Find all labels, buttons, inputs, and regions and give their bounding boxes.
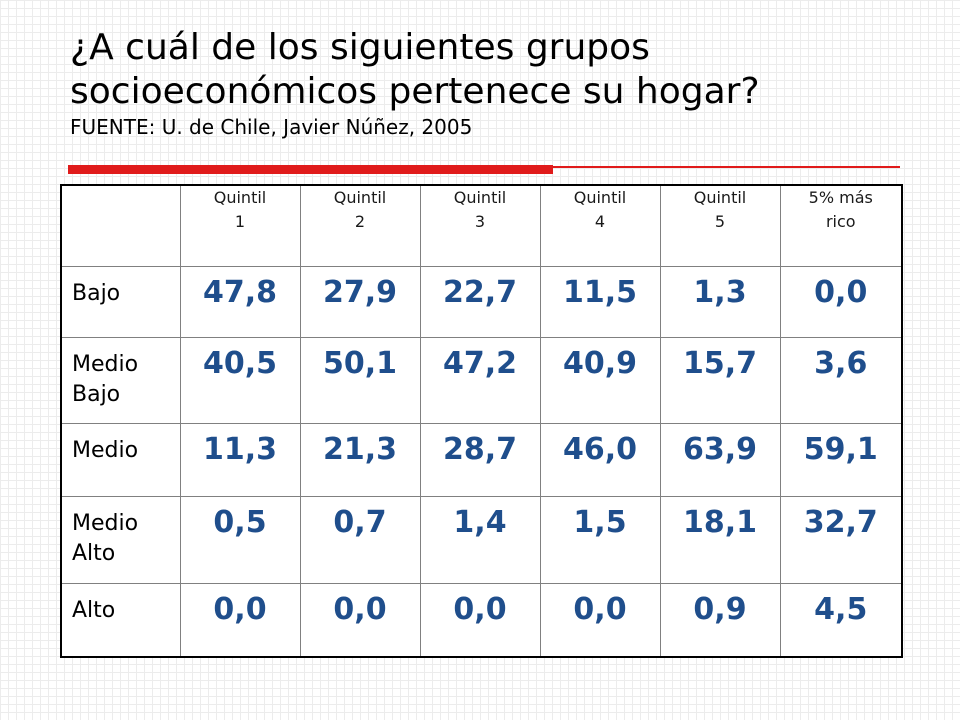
value-cell: 1,3 [659, 265, 781, 338]
column-header: Quintil 5 [659, 184, 781, 267]
value-cell: 4,5 [779, 582, 903, 658]
row-label-line: Medio [72, 437, 139, 463]
value-cell: 0,7 [299, 495, 421, 584]
value-cell: 18,1 [659, 495, 781, 584]
column-header-line: 1 [234, 212, 246, 231]
column-header-line: Quintil [213, 188, 267, 207]
value-cell: 28,7 [419, 422, 541, 497]
row-label-line: Bajo [72, 280, 121, 306]
value-cell: 0,0 [419, 582, 541, 658]
column-header-line: 3 [474, 212, 486, 231]
value-cell: 3,6 [779, 336, 903, 424]
title-accent-bar [68, 165, 553, 174]
row-label-line: Alto [72, 540, 116, 566]
column-header-line: 4 [594, 212, 606, 231]
value-cell: 63,9 [659, 422, 781, 497]
value-cell: 0,0 [539, 582, 661, 658]
value-cell: 22,7 [419, 265, 541, 338]
source-citation: FUENTE: U. de Chile, Javier Núñez, 2005 [70, 115, 473, 139]
value-cell: 0,0 [179, 582, 301, 658]
column-header-line: Quintil [333, 188, 387, 207]
value-cell: 0,5 [179, 495, 301, 584]
value-cell: 32,7 [779, 495, 903, 584]
value-cell: 0,9 [659, 582, 781, 658]
row-label: Bajo [60, 265, 181, 338]
column-header: Quintil 3 [419, 184, 541, 267]
column-header-line: 5 [714, 212, 726, 231]
value-cell: 59,1 [779, 422, 903, 497]
socioeconomic-table: Quintil 1 Quintil 2 Quintil 3 Quintil 4 … [60, 184, 903, 658]
column-header: 5% más rico [779, 184, 903, 267]
row-label-line: Alto [72, 597, 116, 623]
slide-title-line-2: socioeconómicos pertenece su hogar? [70, 71, 760, 112]
value-cell: 1,4 [419, 495, 541, 584]
value-cell: 0,0 [779, 265, 903, 338]
value-cell: 11,3 [179, 422, 301, 497]
column-header-line: 5% más [808, 188, 873, 207]
table-row: Medio Alto 0,5 0,7 1,4 1,5 18,1 32,7 [60, 495, 903, 584]
value-cell: 27,9 [299, 265, 421, 338]
column-header: Quintil 2 [299, 184, 421, 267]
column-header: Quintil 1 [179, 184, 301, 267]
table-corner-cell [60, 184, 181, 267]
row-label: Alto [60, 582, 181, 658]
value-cell: 11,5 [539, 265, 661, 338]
column-header-line: rico [825, 212, 856, 231]
column-header: Quintil 4 [539, 184, 661, 267]
column-header-line: Quintil [453, 188, 507, 207]
table-header-row: Quintil 1 Quintil 2 Quintil 3 Quintil 4 … [60, 184, 903, 267]
value-cell: 40,9 [539, 336, 661, 424]
value-cell: 47,8 [179, 265, 301, 338]
table-row: Alto 0,0 0,0 0,0 0,0 0,9 4,5 [60, 582, 903, 658]
column-header-line: Quintil [573, 188, 627, 207]
row-label: Medio [60, 422, 181, 497]
row-label: Medio Bajo [60, 336, 181, 424]
row-label-line: Bajo [72, 381, 121, 407]
row-label: Medio Alto [60, 495, 181, 584]
value-cell: 47,2 [419, 336, 541, 424]
table-row: Medio Bajo 40,5 50,1 47,2 40,9 15,7 3,6 [60, 336, 903, 424]
value-cell: 21,3 [299, 422, 421, 497]
column-header-line: Quintil [693, 188, 747, 207]
title-accent-line [553, 166, 900, 168]
value-cell: 50,1 [299, 336, 421, 424]
row-label-line: Medio [72, 351, 139, 377]
value-cell: 46,0 [539, 422, 661, 497]
row-label-line: Medio [72, 510, 139, 536]
slide-title-line-1: ¿A cuál de los siguientes grupos [70, 27, 650, 68]
value-cell: 1,5 [539, 495, 661, 584]
slide-title-block: ¿A cuál de los siguientes grupos socioec… [70, 26, 930, 140]
value-cell: 0,0 [299, 582, 421, 658]
table-row: Bajo 47,8 27,9 22,7 11,5 1,3 0,0 [60, 265, 903, 338]
table-row: Medio 11,3 21,3 28,7 46,0 63,9 59,1 [60, 422, 903, 497]
value-cell: 15,7 [659, 336, 781, 424]
column-header-line: 2 [354, 212, 366, 231]
value-cell: 40,5 [179, 336, 301, 424]
